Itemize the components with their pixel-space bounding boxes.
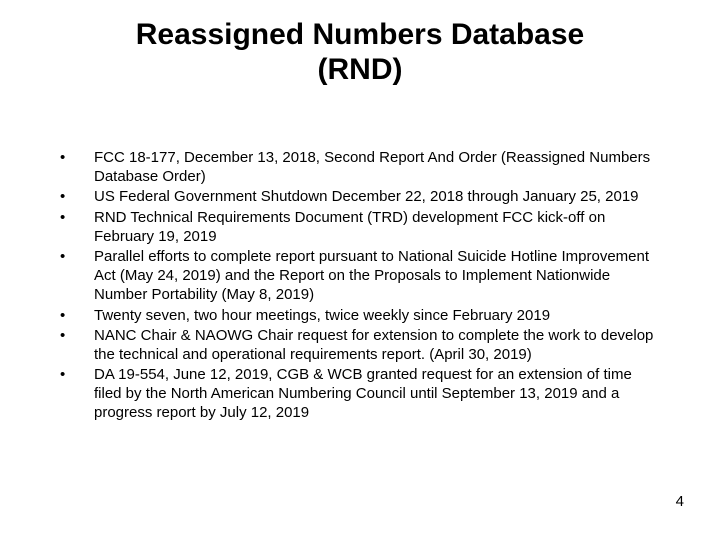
bullet-text: DA 19-554, June 12, 2019, CGB & WCB gran…: [94, 365, 662, 423]
bullet-text: Twenty seven, two hour meetings, twice w…: [94, 306, 662, 325]
slide-title: Reassigned Numbers Database (RND): [0, 0, 720, 87]
bullet-text: NANC Chair & NAOWG Chair request for ext…: [94, 326, 662, 364]
bullet-icon: •: [58, 148, 94, 167]
bullet-icon: •: [58, 208, 94, 227]
bullet-text: FCC 18-177, December 13, 2018, Second Re…: [94, 148, 662, 186]
list-item: • Twenty seven, two hour meetings, twice…: [58, 306, 662, 325]
title-line-2: (RND): [318, 53, 403, 86]
title-line-1: Reassigned Numbers Database: [136, 18, 585, 51]
bullet-icon: •: [58, 365, 94, 384]
list-item: • FCC 18-177, December 13, 2018, Second …: [58, 148, 662, 186]
list-item: • DA 19-554, June 12, 2019, CGB & WCB gr…: [58, 365, 662, 423]
bullet-icon: •: [58, 247, 94, 266]
list-item: • Parallel efforts to complete report pu…: [58, 247, 662, 305]
list-item: • US Federal Government Shutdown Decembe…: [58, 187, 662, 206]
bullet-text: RND Technical Requirements Document (TRD…: [94, 208, 662, 246]
bullet-list: • FCC 18-177, December 13, 2018, Second …: [58, 148, 662, 423]
slide-body: • FCC 18-177, December 13, 2018, Second …: [58, 148, 662, 424]
list-item: • NANC Chair & NAOWG Chair request for e…: [58, 326, 662, 364]
slide: Reassigned Numbers Database (RND) • FCC …: [0, 0, 720, 540]
list-item: • RND Technical Requirements Document (T…: [58, 208, 662, 246]
bullet-text: Parallel efforts to complete report purs…: [94, 247, 662, 305]
bullet-icon: •: [58, 306, 94, 325]
bullet-text: US Federal Government Shutdown December …: [94, 187, 662, 206]
bullet-icon: •: [58, 326, 94, 345]
bullet-icon: •: [58, 187, 94, 206]
page-number: 4: [676, 493, 684, 510]
